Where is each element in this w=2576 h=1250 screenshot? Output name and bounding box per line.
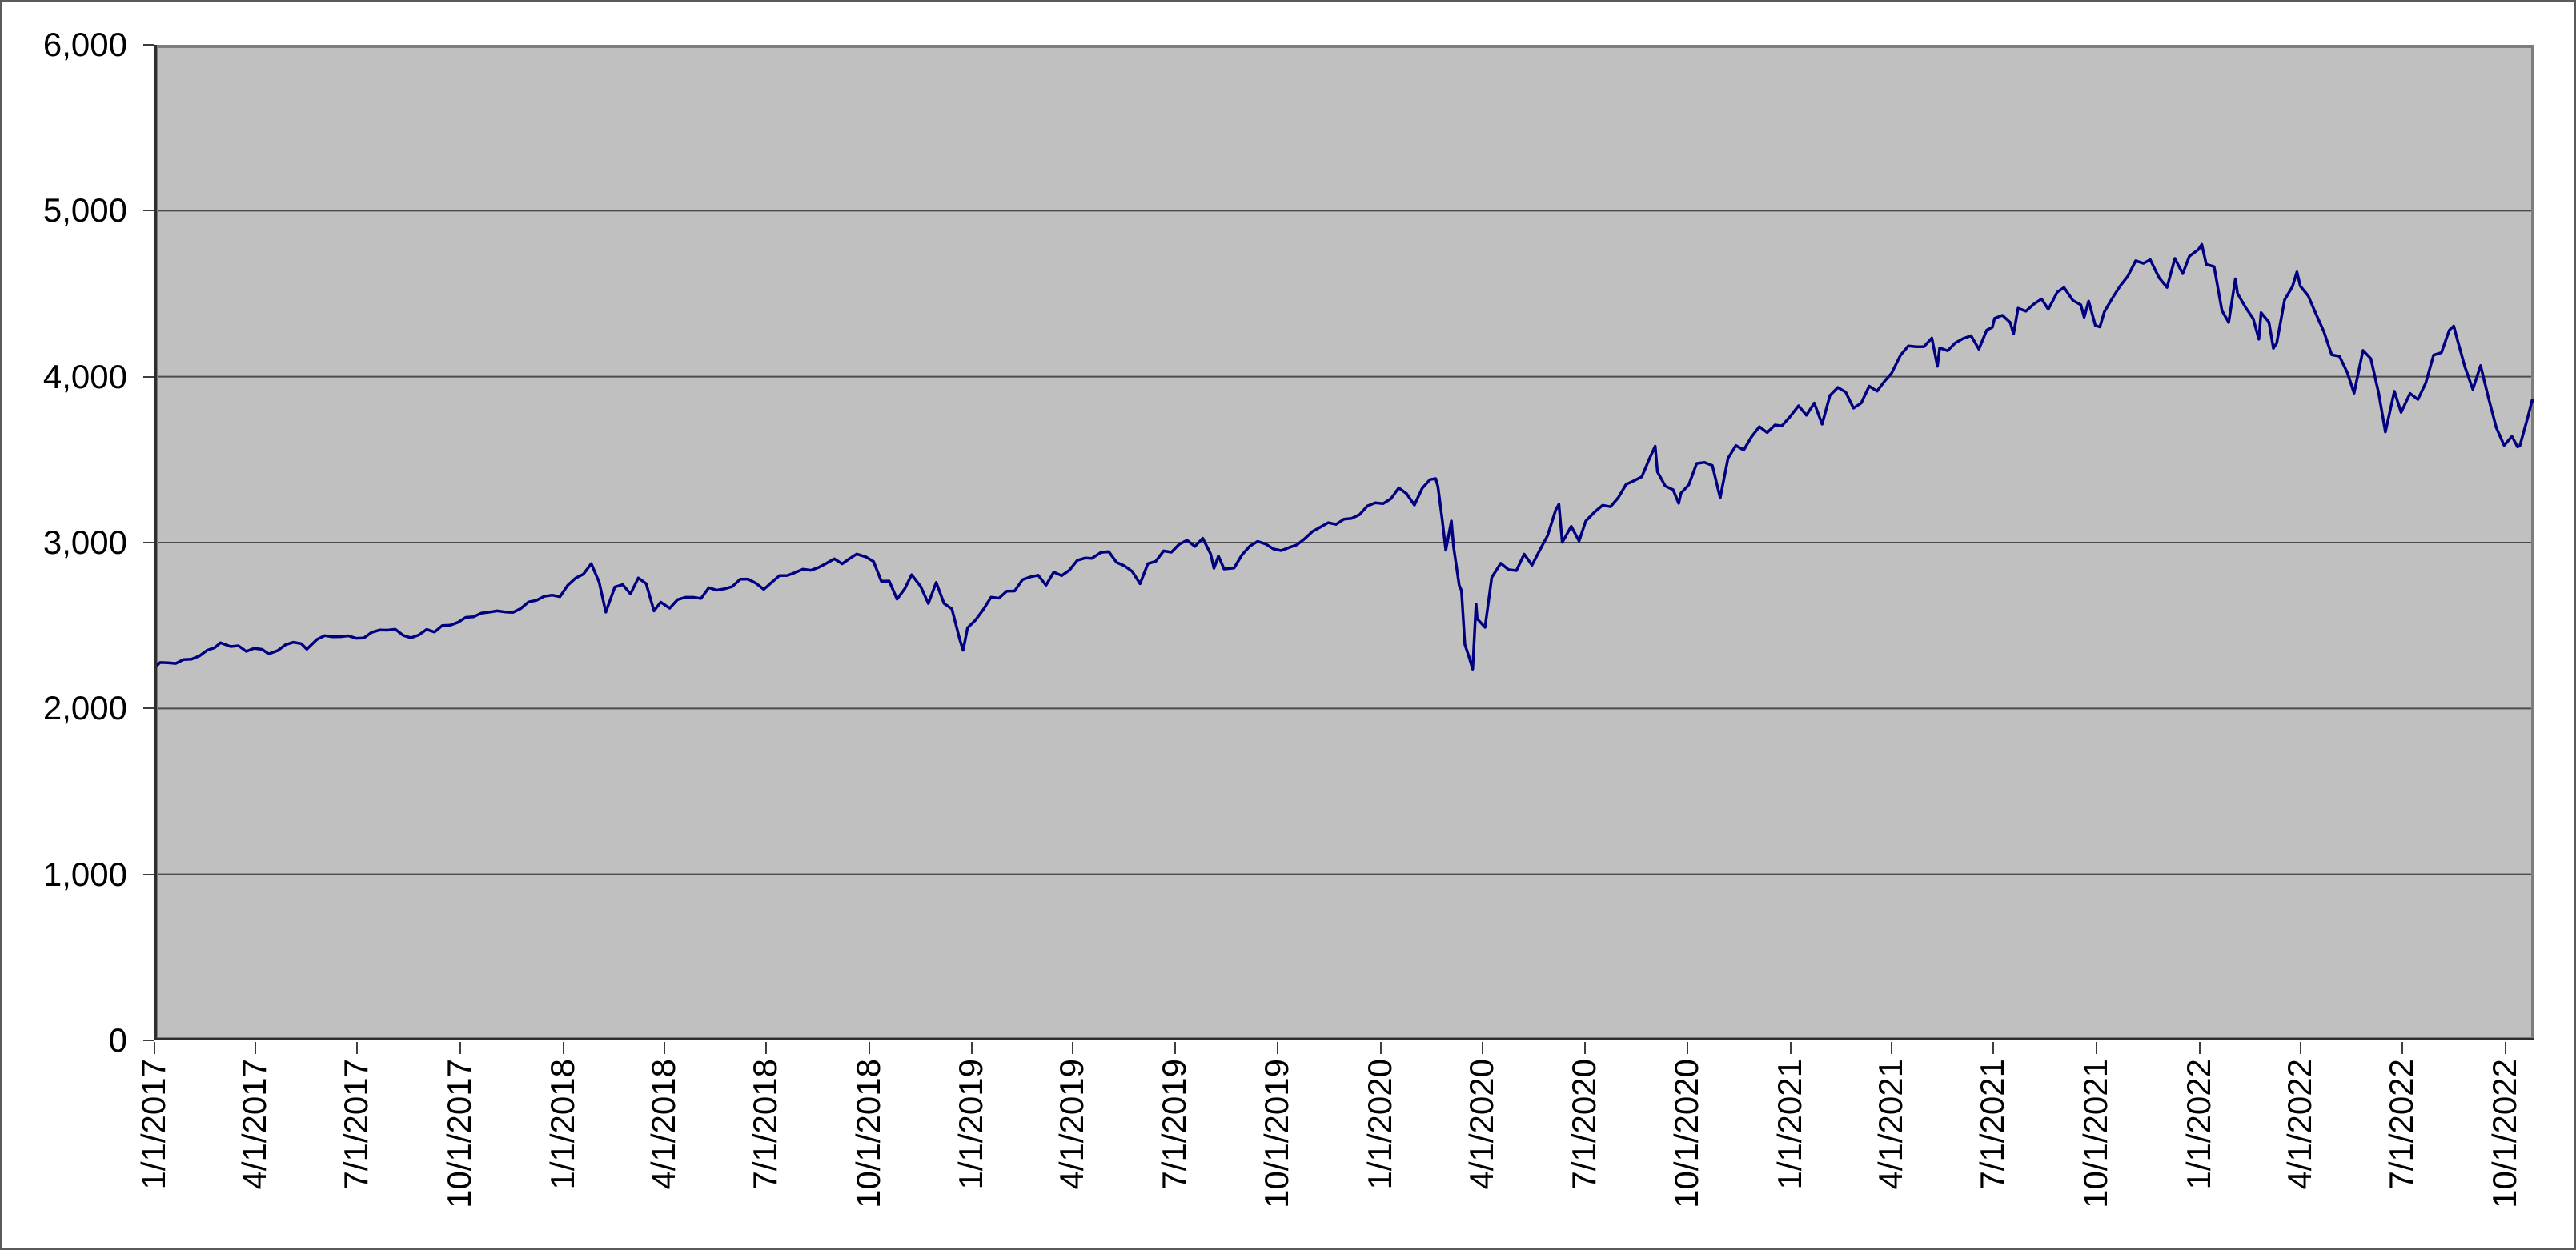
- x-axis-tick-label: 4/1/2018: [644, 1059, 682, 1190]
- x-axis-tick-label: 10/1/2019: [1258, 1059, 1296, 1208]
- x-axis-tick-label: 7/1/2022: [2381, 1059, 2420, 1190]
- x-axis-tick-label: 1/1/2022: [2179, 1059, 2217, 1190]
- x-axis-tick: [1379, 1042, 1382, 1054]
- x-axis-tick-label: 1/1/2017: [134, 1059, 172, 1190]
- y-axis-tick-label: 5,000: [42, 191, 127, 230]
- y-axis-tick-label: 6,000: [42, 26, 127, 63]
- x-axis-tick: [2401, 1042, 2403, 1054]
- x-axis-tick-label: 1/1/2020: [1360, 1059, 1398, 1190]
- y-axis-tick: [143, 873, 154, 875]
- y-axis-tick: [143, 44, 154, 46]
- x-axis-tick: [562, 1042, 564, 1054]
- x-axis-tick-label: 10/1/2022: [2485, 1059, 2523, 1208]
- y-axis-tick: [143, 1040, 154, 1041]
- y-axis-tick-label: 2,000: [42, 689, 127, 727]
- y-axis-tick-label: 4,000: [42, 357, 127, 395]
- x-axis-tick: [2198, 1042, 2201, 1054]
- y-axis-tick: [143, 375, 154, 378]
- x-axis-tick-label: 4/1/2022: [2280, 1059, 2318, 1190]
- x-axis-tick: [1890, 1042, 1892, 1054]
- x-axis-tick-label: 1/1/2018: [543, 1059, 581, 1190]
- x-axis-tick: [971, 1042, 973, 1054]
- y-axis-tick: [143, 707, 154, 710]
- x-axis-tick: [2095, 1042, 2097, 1054]
- x-axis-tick-label: 1/1/2021: [1771, 1059, 1809, 1190]
- x-axis-tick-label: 7/1/2019: [1154, 1059, 1193, 1190]
- x-axis-tick-label: 10/1/2020: [1667, 1059, 1706, 1208]
- y-axis-tick: [143, 210, 154, 212]
- y-axis-tick: [143, 542, 154, 543]
- x-axis-tick: [764, 1042, 767, 1054]
- x-axis-tick-label: 7/1/2020: [1564, 1059, 1603, 1190]
- x-axis-tick: [1992, 1042, 1995, 1054]
- x-axis-tick: [1174, 1042, 1176, 1054]
- x-axis-tick: [254, 1042, 256, 1054]
- x-axis-tick-label: 7/1/2017: [337, 1059, 375, 1190]
- x-axis-tick-label: 4/1/2017: [235, 1059, 273, 1190]
- x-axis-tick-label: 7/1/2018: [745, 1059, 784, 1190]
- y-axis-tick-label: 1,000: [42, 855, 127, 893]
- x-axis-tick: [154, 1042, 155, 1054]
- plot-svg: [154, 45, 2534, 1040]
- x-axis-tick: [356, 1042, 359, 1054]
- y-axis-tick-label: 3,000: [42, 523, 127, 561]
- x-axis-tick: [2504, 1042, 2506, 1054]
- x-axis-tick-label: 4/1/2020: [1463, 1059, 1501, 1190]
- x-axis-tick: [663, 1042, 665, 1054]
- x-axis-tick-label: 4/1/2019: [1053, 1059, 1091, 1190]
- x-axis-tick: [868, 1042, 870, 1054]
- x-axis-tick: [1790, 1042, 1792, 1054]
- x-axis-tick-label: 10/1/2017: [439, 1059, 478, 1208]
- x-axis-tick-label: 4/1/2021: [1871, 1059, 1909, 1190]
- x-axis-tick-label: 10/1/2018: [849, 1059, 887, 1208]
- x-axis-tick: [1687, 1042, 1689, 1054]
- series-line-index-daily-close: [155, 242, 2534, 671]
- x-axis-tick: [1072, 1042, 1074, 1054]
- x-axis-tick-label: 1/1/2019: [952, 1059, 990, 1190]
- x-axis-tick: [2299, 1042, 2301, 1054]
- x-axis-tick: [459, 1042, 461, 1054]
- x-axis-tick: [1583, 1042, 1586, 1054]
- x-axis-tick: [1277, 1042, 1279, 1054]
- x-axis-tick: [1482, 1042, 1484, 1054]
- y-axis-tick-label: 0: [108, 1021, 127, 1059]
- x-axis-tick-label: 10/1/2021: [2076, 1059, 2114, 1208]
- x-axis-tick-label: 7/1/2021: [1973, 1059, 2012, 1190]
